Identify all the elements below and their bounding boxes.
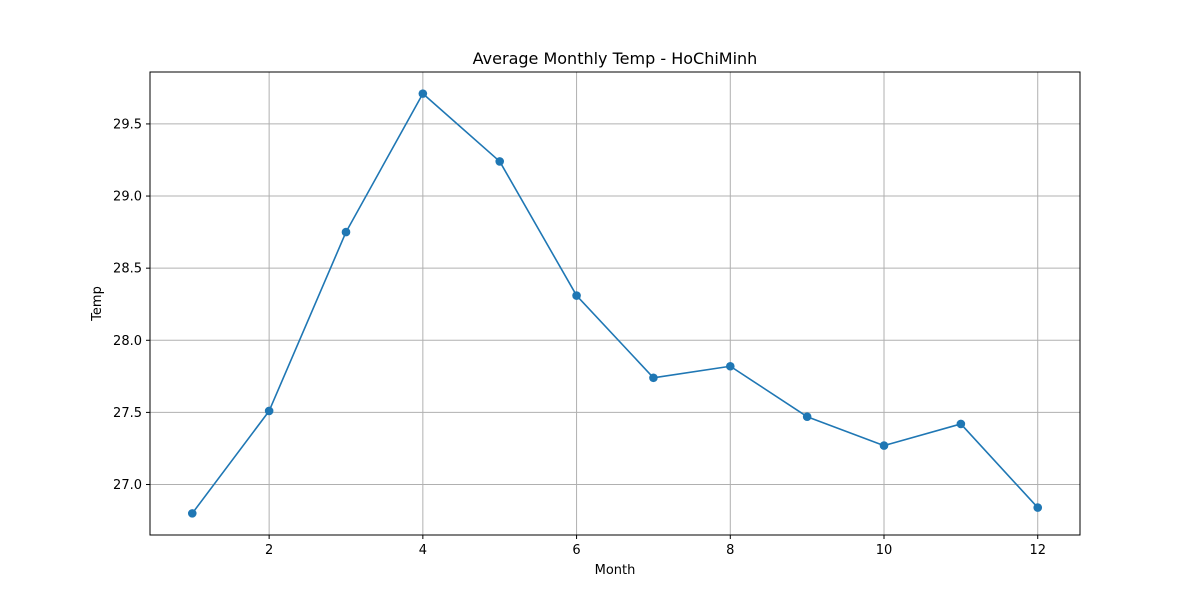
data-point bbox=[879, 441, 889, 450]
x-tick-label: 2 bbox=[265, 543, 273, 558]
x-tick-label: 4 bbox=[419, 543, 427, 558]
x-tick-label: 12 bbox=[1029, 543, 1046, 558]
data-series bbox=[187, 89, 1043, 518]
data-point bbox=[802, 412, 812, 422]
y-axis-label: Temp bbox=[90, 286, 105, 322]
grid-lines bbox=[150, 72, 1080, 535]
data-point bbox=[341, 227, 351, 237]
x-tick-label: 8 bbox=[726, 543, 734, 558]
y-tick-label: 29.5 bbox=[113, 117, 142, 132]
y-tick-label: 28.5 bbox=[113, 262, 142, 277]
axis-ticks: 2 4 6 8 10 12 27.0 27.5 28.0 28.5 29.0 29.5 bbox=[113, 117, 1046, 558]
data-point bbox=[1033, 503, 1043, 512]
x-tick-label: 10 bbox=[876, 543, 893, 558]
series-line bbox=[191, 92, 1039, 514]
data-point bbox=[649, 373, 658, 383]
plot-frame bbox=[149, 71, 1081, 536]
y-tick-label: 27.5 bbox=[113, 406, 142, 421]
y-tick-label: 27.0 bbox=[113, 478, 142, 493]
y-tick-label: 28.0 bbox=[113, 334, 142, 349]
y-tick-label: 29.0 bbox=[113, 190, 142, 205]
data-point bbox=[572, 291, 581, 300]
x-axis-label: Month bbox=[595, 563, 636, 578]
chart-title: Average Monthly Temp - HoChiMinh bbox=[473, 49, 758, 68]
data-point bbox=[187, 509, 197, 518]
data-point bbox=[956, 419, 966, 429]
data-point bbox=[725, 361, 735, 371]
data-point bbox=[264, 406, 274, 416]
data-point bbox=[418, 89, 428, 98]
x-tick-label: 6 bbox=[572, 543, 580, 558]
data-point bbox=[495, 157, 505, 166]
